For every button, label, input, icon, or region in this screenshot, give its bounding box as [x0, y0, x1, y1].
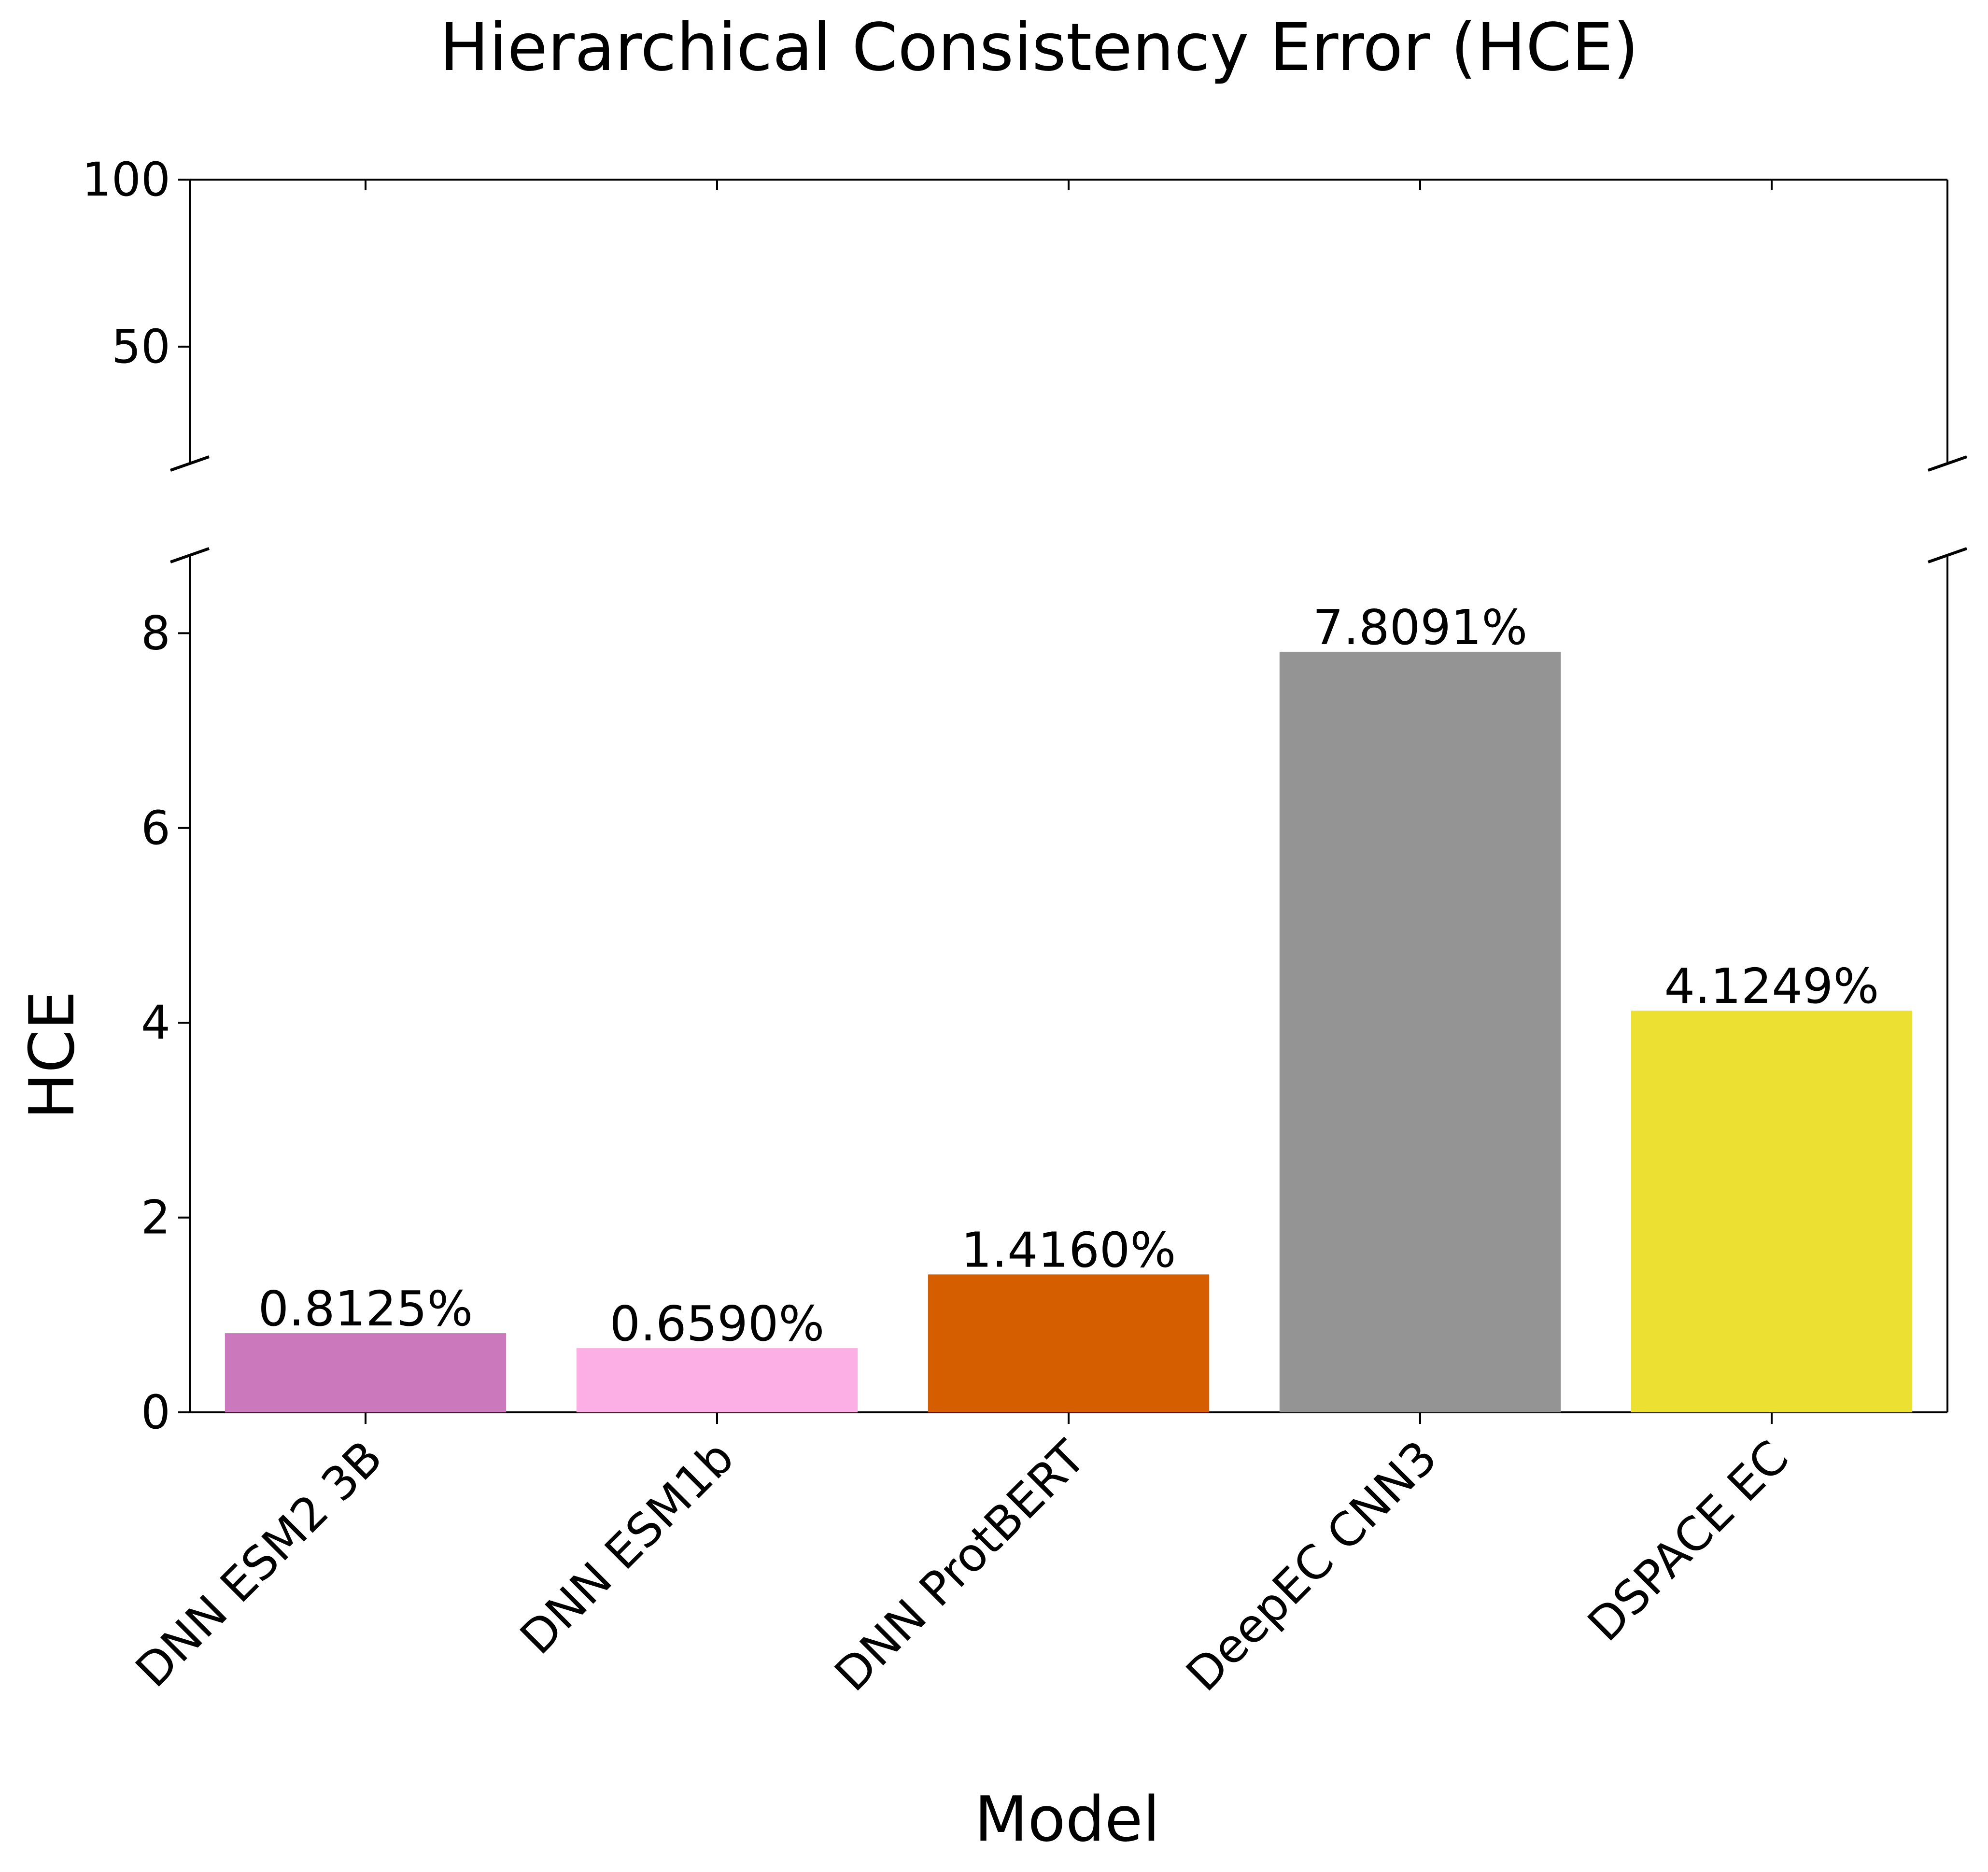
axis-break-mark: [170, 547, 210, 563]
axis-break-mark: [1928, 547, 1967, 563]
x-tick-label: DSPACE EC: [1578, 1430, 1799, 1652]
chart-title: Hierarchical Consistency Error (HCE): [439, 10, 1638, 86]
y-tick-label: 4: [141, 996, 170, 1050]
bar-value-label: 4.1249%: [1664, 958, 1879, 1014]
x-tick-label: DeepEC CNN3: [1176, 1430, 1447, 1702]
y-axis-label: HCE: [16, 991, 88, 1120]
bar: [1631, 1010, 1913, 1412]
x-tick-label: DNN ProtBERT: [824, 1430, 1096, 1702]
x-axis-label: Model: [974, 1784, 1160, 1856]
y-tick-label: 6: [141, 801, 170, 855]
axis-break-mark: [1928, 455, 1967, 472]
y-tick-label: 8: [141, 606, 170, 660]
bar: [576, 1348, 858, 1412]
bar-value-label: 7.8091%: [1313, 599, 1528, 656]
y-tick-label: 50: [112, 320, 170, 374]
x-tick-label: DNN ESM1b: [510, 1430, 744, 1664]
lower-axes-panel: 0 2 4 6 8 DNN ESM2 3B DNN ESM1b DNN ProtBERT Dee…: [126, 547, 1967, 1702]
bar-value-label: 1.4160%: [961, 1222, 1176, 1278]
axis-break-mark: [170, 455, 210, 472]
y-tick-label: 2: [141, 1191, 170, 1245]
upper-axes-panel: 50 100: [82, 153, 1967, 472]
x-tick-label: DNN ESM2 3B: [126, 1430, 393, 1698]
y-tick-label: 100: [82, 153, 170, 207]
bar: [1279, 651, 1561, 1412]
bar: [225, 1333, 507, 1412]
bar: [928, 1274, 1210, 1412]
y-tick-label: 0: [141, 1385, 170, 1439]
bar-value-label: 0.8125%: [258, 1281, 473, 1337]
bar-value-label: 0.6590%: [610, 1295, 825, 1352]
